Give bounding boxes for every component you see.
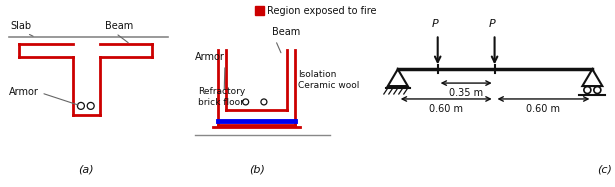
Text: (c): (c) xyxy=(597,164,612,174)
Bar xyxy=(255,6,264,15)
Text: (b): (b) xyxy=(248,164,264,174)
Text: Region exposed to fire: Region exposed to fire xyxy=(267,6,376,16)
Text: 0.35 m: 0.35 m xyxy=(449,88,483,98)
Text: Armor: Armor xyxy=(195,52,225,89)
Text: 0.60 m: 0.60 m xyxy=(526,104,560,114)
Text: Beam: Beam xyxy=(105,21,133,43)
Text: Refractory
brick floor: Refractory brick floor xyxy=(198,87,245,107)
Text: Armor: Armor xyxy=(9,87,78,105)
Text: P: P xyxy=(488,19,495,30)
Text: Slab: Slab xyxy=(10,21,33,36)
Text: Isolation
Ceramic wool: Isolation Ceramic wool xyxy=(298,70,359,90)
Text: (a): (a) xyxy=(77,164,93,174)
Text: P: P xyxy=(431,19,438,30)
Text: 0.60 m: 0.60 m xyxy=(429,104,463,114)
Text: Beam: Beam xyxy=(272,27,300,53)
